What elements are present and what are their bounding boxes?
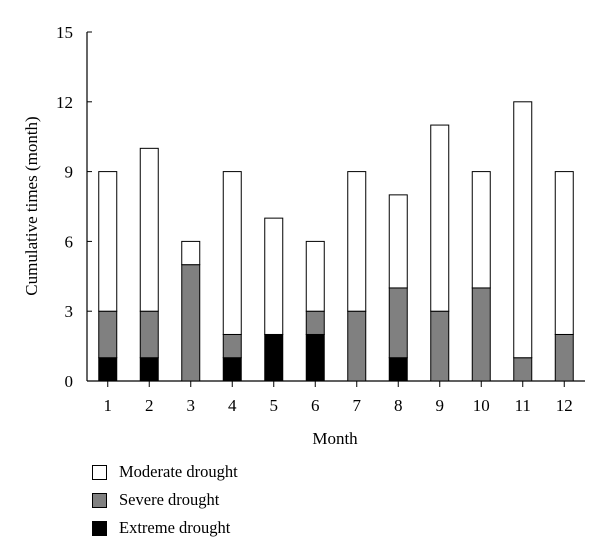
axes <box>86 32 585 382</box>
bar-segment-moderate-drought <box>222 171 242 335</box>
x-tick-label: 3 <box>187 396 196 415</box>
bar-segment-moderate-drought <box>347 171 367 312</box>
bar-segment-severe-drought <box>222 333 242 359</box>
bar-segment-extreme-drought <box>139 357 159 382</box>
x-tick-label: 7 <box>353 396 362 415</box>
legend-item: Moderate drought <box>92 458 238 486</box>
x-tick-label: 4 <box>228 396 237 415</box>
bar-segment-severe-drought <box>388 287 408 359</box>
y-tick-label: 9 <box>65 163 74 182</box>
y-axis-label: Cumulative times (month) <box>22 116 41 295</box>
bar-segment-extreme-drought <box>222 357 242 382</box>
x-tick-label: 2 <box>145 396 154 415</box>
bar-segment-severe-drought <box>181 264 201 382</box>
bar-segment-moderate-drought <box>181 240 201 266</box>
bar-segment-moderate-drought <box>554 171 574 335</box>
bar-segment-moderate-drought <box>139 147 159 312</box>
bar-segment-extreme-drought <box>98 357 118 382</box>
x-tick-label: 1 <box>104 396 113 415</box>
bar-segment-moderate-drought <box>388 194 408 289</box>
x-axis-label: Month <box>312 429 358 448</box>
bar-segment-moderate-drought <box>471 171 491 289</box>
x-tick-label: 11 <box>515 396 531 415</box>
legend-swatch <box>92 464 107 480</box>
bar-segment-extreme-drought <box>305 333 325 382</box>
x-tick-label: 6 <box>311 396 320 415</box>
x-tick-label: 10 <box>473 396 490 415</box>
legend-swatch <box>92 520 107 536</box>
y-tick-label: 0 <box>65 372 74 391</box>
legend-item: Extreme drought <box>92 514 238 542</box>
bar-segment-severe-drought <box>430 310 450 382</box>
x-tick-label: 9 <box>436 396 445 415</box>
legend-label: Extreme drought <box>119 518 231 537</box>
bar-segment-extreme-drought <box>388 357 408 382</box>
bar-segment-moderate-drought <box>513 101 533 359</box>
y-tick-label: 15 <box>56 23 73 42</box>
bar-segment-severe-drought <box>98 310 118 359</box>
bar-segment-severe-drought <box>513 357 533 382</box>
legend-label: Severe drought <box>119 490 220 509</box>
legend-label: Moderate drought <box>119 462 238 481</box>
bar-segment-moderate-drought <box>98 171 118 312</box>
y-tick-label: 3 <box>65 302 74 321</box>
x-tick-label: 5 <box>270 396 279 415</box>
bars <box>98 101 574 382</box>
bar-segment-moderate-drought <box>305 240 325 312</box>
bar-segment-severe-drought <box>139 310 159 359</box>
bar-segment-severe-drought <box>471 287 491 382</box>
legend-swatch <box>92 492 107 508</box>
bar-segment-moderate-drought <box>430 124 450 312</box>
bar-segment-severe-drought <box>554 333 574 382</box>
legend: Moderate drought Severe drought Extreme dr… <box>92 458 238 542</box>
bar-segment-severe-drought <box>305 310 325 335</box>
bar-segment-moderate-drought <box>264 217 284 335</box>
x-tick-label: 12 <box>556 396 573 415</box>
bar-segment-severe-drought <box>347 310 367 382</box>
legend-item: Severe drought <box>92 486 238 514</box>
bar-segment-extreme-drought <box>264 333 284 382</box>
y-tick-label: 6 <box>65 232 74 251</box>
x-tick-label: 8 <box>394 396 403 415</box>
y-tick-label: 12 <box>56 93 73 112</box>
